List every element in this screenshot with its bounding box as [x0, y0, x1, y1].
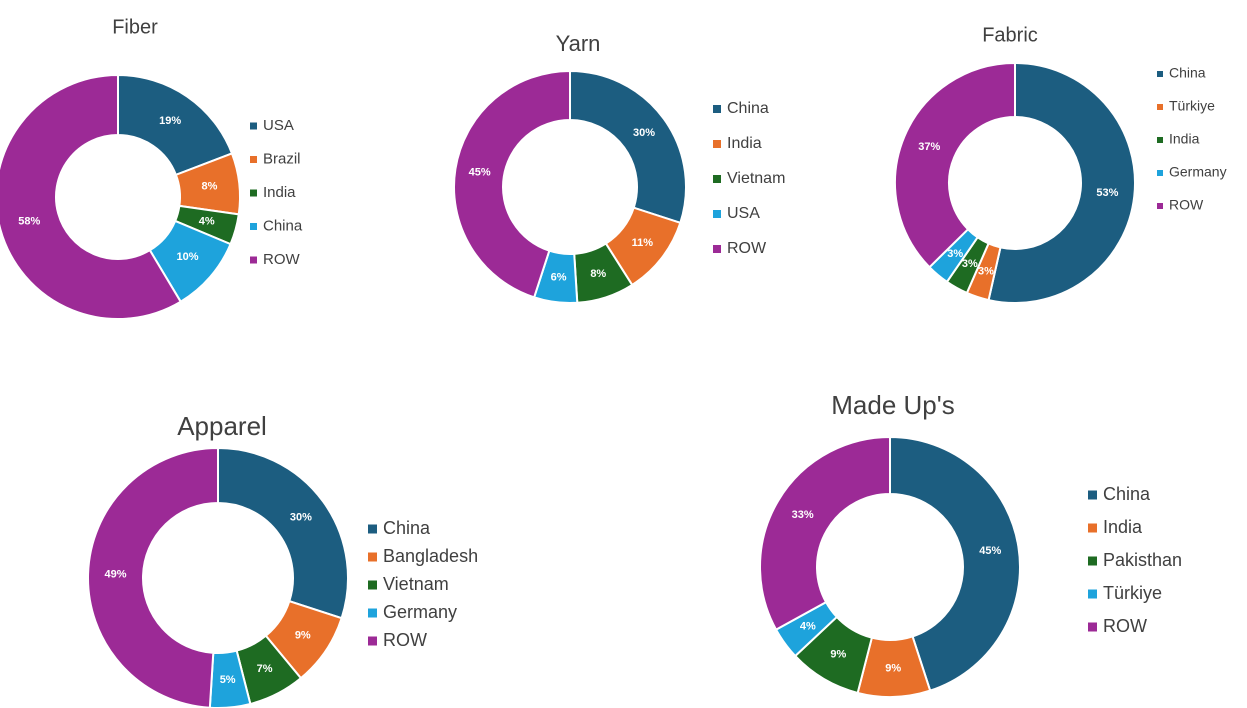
data-label: 6%: [551, 272, 567, 284]
legend-marker: [1157, 137, 1163, 143]
legend-marker: [713, 105, 721, 113]
legend-marker: [368, 608, 377, 618]
legend-label: ROW: [727, 240, 767, 257]
data-label: 4%: [199, 215, 215, 227]
legend-marker: [250, 122, 257, 130]
legend-marker: [713, 245, 721, 253]
chart-title: Apparel: [177, 411, 267, 441]
legend-marker: [1088, 490, 1097, 500]
legend-label: ROW: [263, 251, 301, 268]
legend-label: ROW: [1103, 616, 1147, 636]
data-label: 33%: [792, 509, 814, 521]
data-label: 58%: [18, 215, 40, 227]
legend-marker: [1088, 523, 1097, 533]
legend-label: ROW: [383, 630, 427, 650]
data-label: 4%: [800, 621, 816, 633]
data-label: 8%: [590, 268, 606, 280]
legend-label: USA: [263, 117, 294, 134]
data-label: 19%: [159, 115, 181, 127]
data-label: 9%: [295, 630, 311, 642]
data-label: 30%: [290, 512, 312, 524]
legend-label: Türkiye: [1169, 98, 1215, 114]
legend-marker: [713, 140, 721, 148]
legend-label: Germany: [1169, 164, 1227, 180]
data-label: 3%: [962, 258, 978, 270]
legend-label: India: [263, 184, 296, 201]
data-label: 53%: [1096, 187, 1118, 199]
legend-label: China: [263, 217, 303, 234]
data-label: 49%: [105, 569, 127, 581]
donut-slice: [889, 435, 1021, 692]
donut-slice: [569, 69, 687, 225]
data-label: 45%: [979, 545, 1001, 557]
data-label: 3%: [947, 248, 963, 260]
chart-title: Fiber: [112, 16, 158, 38]
legend-marker: [1088, 589, 1097, 599]
legend-label: ROW: [1169, 197, 1204, 213]
chart-title: Fabric: [982, 24, 1038, 46]
legend-marker: [1088, 622, 1097, 632]
data-label: 7%: [257, 663, 273, 675]
legend-label: Vietnam: [727, 170, 785, 187]
legend-label: Brazil: [263, 150, 301, 167]
legend-label: Germany: [383, 602, 457, 622]
legend-marker: [250, 189, 257, 197]
legend-marker: [368, 636, 377, 646]
legend-marker: [1157, 104, 1163, 110]
legend-label: Türkiye: [1103, 583, 1162, 603]
legend-label: Vietnam: [383, 574, 449, 594]
legend-marker: [1157, 170, 1163, 176]
data-label: 45%: [469, 167, 491, 179]
legend-label: China: [383, 518, 431, 538]
legend-label: China: [1169, 65, 1206, 81]
legend-label: China: [1103, 484, 1151, 504]
legend-marker: [250, 156, 257, 163]
data-label: 11%: [632, 237, 654, 249]
donut-slice: [87, 446, 219, 708]
data-label: 3%: [978, 265, 994, 277]
data-label: 37%: [918, 141, 940, 153]
legend-marker: [1157, 71, 1163, 77]
legend-label: USA: [727, 205, 760, 222]
data-label: 9%: [885, 662, 901, 674]
data-label: 9%: [830, 648, 846, 660]
legend-label: Pakisthan: [1103, 550, 1182, 570]
legend-marker: [368, 552, 377, 562]
data-label: 8%: [201, 181, 217, 193]
data-label: 30%: [633, 127, 655, 139]
legend-label: India: [1169, 131, 1200, 147]
legend-marker: [713, 210, 721, 218]
legend-marker: [1088, 556, 1097, 566]
legend-label: China: [727, 100, 769, 117]
legend-label: Bangladesh: [383, 546, 478, 566]
chart-title: Made Up's: [831, 390, 954, 420]
legend-marker: [1157, 203, 1163, 209]
legend-label: India: [727, 135, 762, 152]
donut-slice: [894, 61, 1016, 269]
legend-marker: [250, 256, 257, 264]
donut-slice: [217, 446, 349, 620]
donut-slice: [453, 69, 571, 299]
legend-marker: [368, 524, 377, 534]
data-label: 5%: [220, 674, 236, 686]
donut-slice: [987, 61, 1136, 304]
legend-label: India: [1103, 517, 1143, 537]
legend-marker: [250, 223, 257, 230]
donut-slice: [759, 435, 891, 631]
donut-slice: [0, 73, 183, 320]
chart-title: Yarn: [556, 31, 601, 56]
legend-marker: [713, 175, 721, 183]
legend-marker: [368, 580, 377, 590]
data-label: 10%: [177, 251, 199, 263]
